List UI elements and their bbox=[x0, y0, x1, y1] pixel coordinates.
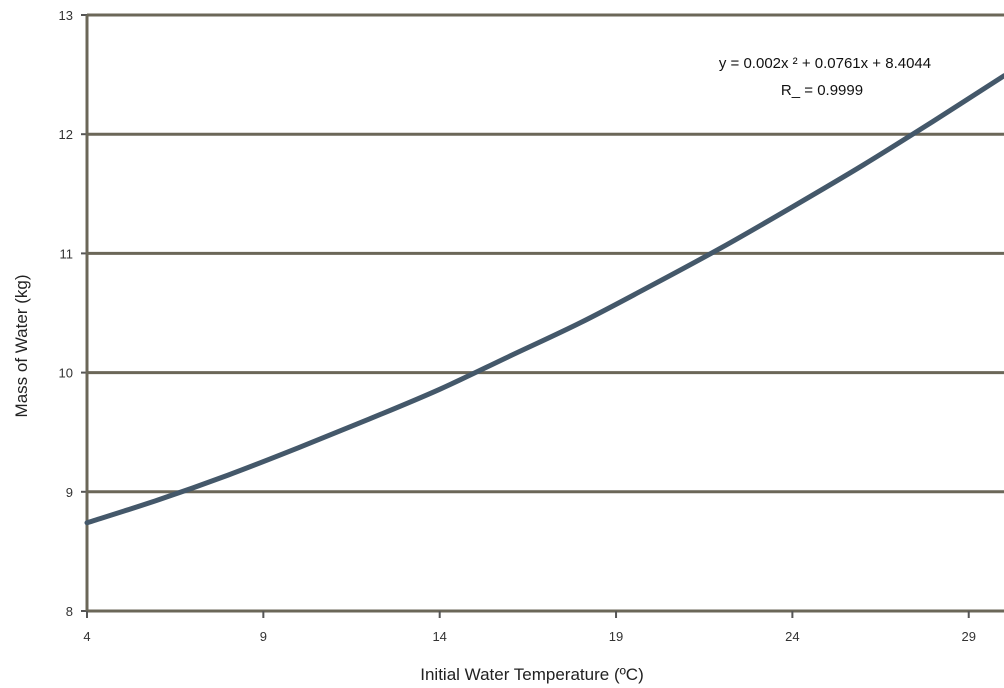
y-tick-label: 11 bbox=[60, 246, 74, 261]
y-axis-title: Mass of Water (kg) bbox=[12, 275, 31, 418]
x-tick-label: 19 bbox=[609, 629, 623, 644]
x-tick-label: 29 bbox=[961, 629, 975, 644]
gridlines bbox=[87, 13, 1004, 494]
x-tick-labels: 4 9 14 19 24 29 bbox=[83, 629, 976, 644]
x-tick-label: 4 bbox=[83, 629, 90, 644]
y-tick-label: 13 bbox=[59, 8, 73, 23]
axes bbox=[81, 14, 1004, 618]
x-tick-label: 24 bbox=[785, 629, 799, 644]
x-tick-label: 9 bbox=[260, 629, 267, 644]
x-tick-label: 14 bbox=[432, 629, 446, 644]
y-tick-label: 9 bbox=[66, 485, 73, 500]
series-line-0 bbox=[84, 73, 1004, 526]
y-tick-label: 10 bbox=[59, 366, 73, 381]
x-axis-title: Initial Water Temperature (ºC) bbox=[420, 665, 644, 684]
r-squared-annotation: R_ = 0.9999 bbox=[781, 82, 863, 99]
y-tick-label: 8 bbox=[66, 604, 73, 619]
y-tick-label: 12 bbox=[59, 127, 73, 142]
equation-annotation: y = 0.002x ² + 0.0761x + 8.4044 bbox=[719, 55, 931, 72]
series bbox=[84, 73, 1004, 526]
y-tick-labels: 8 9 10 11 12 13 bbox=[59, 8, 73, 619]
